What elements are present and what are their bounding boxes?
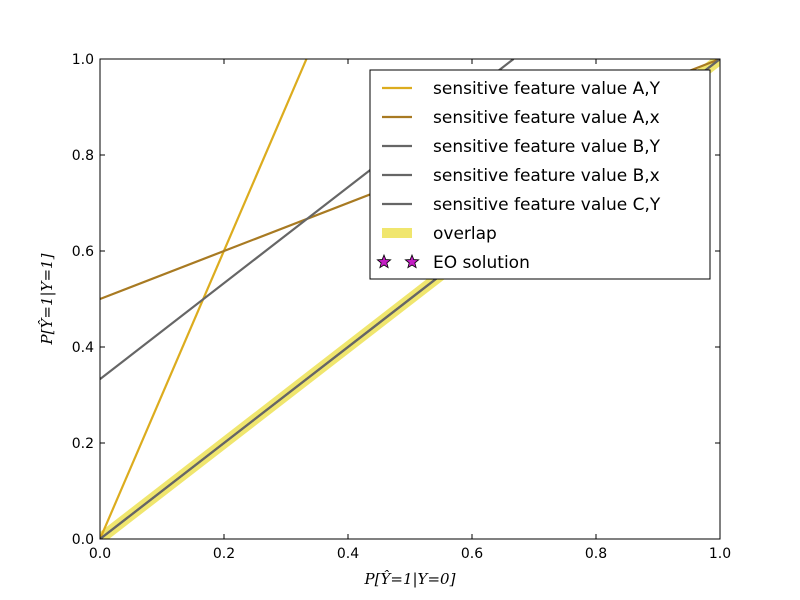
- legend-box: [369, 69, 711, 280]
- x-tick-label: 0.2: [213, 546, 235, 562]
- y-tick-label: 0.4: [72, 340, 94, 356]
- y-tick-label: 0.6: [72, 244, 94, 260]
- y-tick-label: 0.0: [72, 532, 94, 548]
- y-tick-label: 0.8: [72, 148, 94, 164]
- y-tick-label: 1.0: [72, 52, 94, 68]
- legend-entry-label: EO solution: [433, 253, 530, 273]
- legend: sensitive feature value A,Y sensitive fea…: [369, 69, 711, 280]
- legend-entry-label: overlap: [433, 224, 497, 244]
- star-marker-icon: [404, 253, 420, 269]
- legend-entry-label: sensitive feature value A,Y: [433, 79, 661, 99]
- x-axis-label: P[Ŷ=1|Y=0]: [364, 570, 456, 588]
- x-tick-label: 0.8: [585, 546, 607, 562]
- x-tick-label: 1.0: [709, 546, 731, 562]
- y-tick-label: 0.2: [72, 436, 94, 452]
- tick-layer: 0.0 0.2 0.4 0.6 0.8 1.0 0.0 0.2 0.4 0.6 0.8 1.0: [72, 52, 731, 562]
- legend-swatch: [382, 228, 412, 238]
- x-tick-label: 0.4: [337, 546, 359, 562]
- legend-entry-label: sensitive feature value A,x: [433, 108, 660, 128]
- x-tick-label: 0.6: [461, 546, 483, 562]
- x-tick-label: 0.0: [89, 546, 111, 562]
- legend-entry-label: sensitive feature value B,x: [433, 166, 660, 186]
- star-marker-icon: [376, 253, 392, 269]
- plot-frame: [99, 58, 721, 540]
- y-axis-label: P[Ŷ=1|Y=1]: [38, 253, 56, 345]
- legend-entry-label: sensitive feature value B,Y: [433, 137, 661, 157]
- legend-entry-label: sensitive feature value C,Y: [433, 195, 661, 215]
